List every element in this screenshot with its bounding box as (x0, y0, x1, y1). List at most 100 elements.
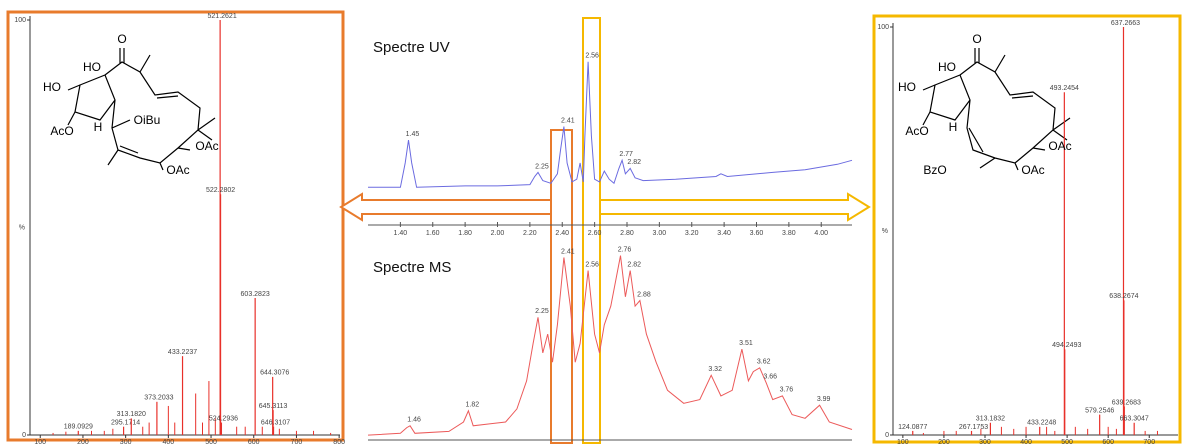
peak-label: 2.25 (535, 308, 549, 315)
peak-label: 2.56 (585, 53, 599, 60)
x-tick-label: 600 (248, 439, 260, 446)
highlight-2-41 (550, 129, 573, 444)
peak-label: 124.0877 (898, 424, 927, 431)
y-axis-label: % (882, 228, 888, 235)
trace (368, 61, 853, 188)
x-tick-label: 600 (1102, 439, 1114, 446)
peak-label: 2.88 (637, 291, 651, 298)
arrow-left (339, 192, 552, 222)
peak-label: 522.2802 (206, 187, 235, 194)
x-tick-label: 3.60 (750, 230, 764, 237)
x-tick-label: 2.00 (491, 230, 505, 237)
peak-label: 3.62 (757, 359, 771, 366)
structure-right (922, 48, 1071, 171)
x-tick-label: 200 (77, 439, 89, 446)
chart-title: Spectre MS (373, 259, 451, 276)
peak-label: 638.2674 (1109, 293, 1138, 300)
peak-label: 3.32 (708, 366, 722, 373)
peak-label: 2.82 (627, 159, 641, 166)
peak-label: 637.2663 (1111, 20, 1140, 27)
structure-label: OiBu (134, 113, 161, 127)
x-tick-label: 200 (938, 439, 950, 446)
peak-label: 3.66 (763, 374, 777, 381)
x-tick-label: 700 (1143, 439, 1155, 446)
structure-label: O (117, 32, 126, 46)
structure-label: OAc (1048, 139, 1071, 153)
left-frame (6, 10, 345, 442)
peak-label: 2.82 (627, 261, 641, 268)
x-tick-label: 3.80 (782, 230, 796, 237)
x-tick-label: 4.00 (814, 230, 828, 237)
peak-label: 2.77 (619, 151, 633, 158)
peak-label: 2.41 (561, 117, 575, 124)
structure-label: AcO (50, 124, 73, 138)
x-tick-label: 2.60 (588, 230, 602, 237)
structure-label: OAc (195, 139, 218, 153)
x-tick-label: 400 (163, 439, 175, 446)
chart-title: Spectre UV (373, 39, 450, 56)
x-tick-label: 1.60 (426, 230, 440, 237)
structure-label: H (949, 120, 958, 134)
x-tick-label: 300 (979, 439, 991, 446)
x-tick-label: 500 (205, 439, 217, 446)
y-tick-label: 0 (885, 432, 889, 439)
peak-label: 313.1832 (976, 416, 1005, 423)
x-tick-label: 2.20 (523, 230, 537, 237)
x-tick-label: 3.20 (685, 230, 699, 237)
structure-label: BzO (923, 163, 946, 177)
right-frame (872, 14, 1182, 444)
peak-label: 494.2493 (1052, 342, 1081, 349)
x-tick-label: 3.00 (653, 230, 667, 237)
x-tick-label: 300 (120, 439, 132, 446)
x-tick-label: 500 (1061, 439, 1073, 446)
peak-label: 267.1753 (959, 424, 988, 431)
structure-label: H (94, 120, 103, 134)
structure-label: OAc (166, 163, 189, 177)
peak-label: 433.2248 (1027, 420, 1056, 427)
peak-label: 3.99 (817, 396, 831, 403)
structure-label: HO (898, 80, 916, 94)
peak-label: 433.2237 (168, 349, 197, 356)
x-tick-label: 700 (291, 439, 303, 446)
x-tick-label: 1.80 (458, 230, 472, 237)
structure-label: HO (43, 80, 61, 94)
peak-label: 646.3107 (261, 420, 290, 427)
peak-label: 3.76 (780, 387, 794, 394)
peak-label: 1.82 (466, 402, 480, 409)
arrow-right (599, 192, 871, 222)
peak-label: 524.2936 (209, 415, 238, 422)
peak-label: 603.2823 (241, 291, 270, 298)
highlight-2-56 (582, 17, 601, 444)
peak-label: 3.51 (739, 340, 753, 347)
peak-label: 579.2546 (1085, 407, 1114, 414)
peak-label: 644.3076 (260, 370, 289, 377)
y-tick-label: 0 (22, 432, 26, 439)
peak-label: 521.2621 (208, 13, 237, 20)
structure-label: O (972, 32, 981, 46)
peak-label: 295.1714 (111, 420, 140, 427)
structure-left (67, 48, 216, 171)
y-axis-label: % (19, 224, 25, 231)
x-tick-label: 2.40 (555, 230, 569, 237)
peak-label: 645.3113 (259, 403, 288, 410)
peak-label: 1.45 (406, 131, 420, 138)
x-tick-label: 800 (333, 439, 345, 446)
x-tick-label: 1.40 (394, 230, 408, 237)
y-tick-label: 100 (877, 24, 889, 31)
peak-label: 493.2454 (1050, 85, 1079, 92)
x-tick-label: 100 (34, 439, 46, 446)
peak-label: 2.56 (585, 261, 599, 268)
peak-label: 2.41 (561, 248, 575, 255)
structure-label: HO (938, 60, 956, 74)
x-tick-label: 100 (897, 439, 909, 446)
peak-label: 1.46 (407, 417, 421, 424)
peak-label: 2.76 (618, 246, 632, 253)
peak-label: 189.0929 (64, 424, 93, 431)
structure-label: AcO (905, 124, 928, 138)
peak-label: 373.2033 (144, 395, 173, 402)
peak-label: 2.25 (535, 163, 549, 170)
x-tick-label: 400 (1020, 439, 1032, 446)
x-tick-label: 2.80 (620, 230, 634, 237)
peak-label: 313.1820 (117, 411, 146, 418)
